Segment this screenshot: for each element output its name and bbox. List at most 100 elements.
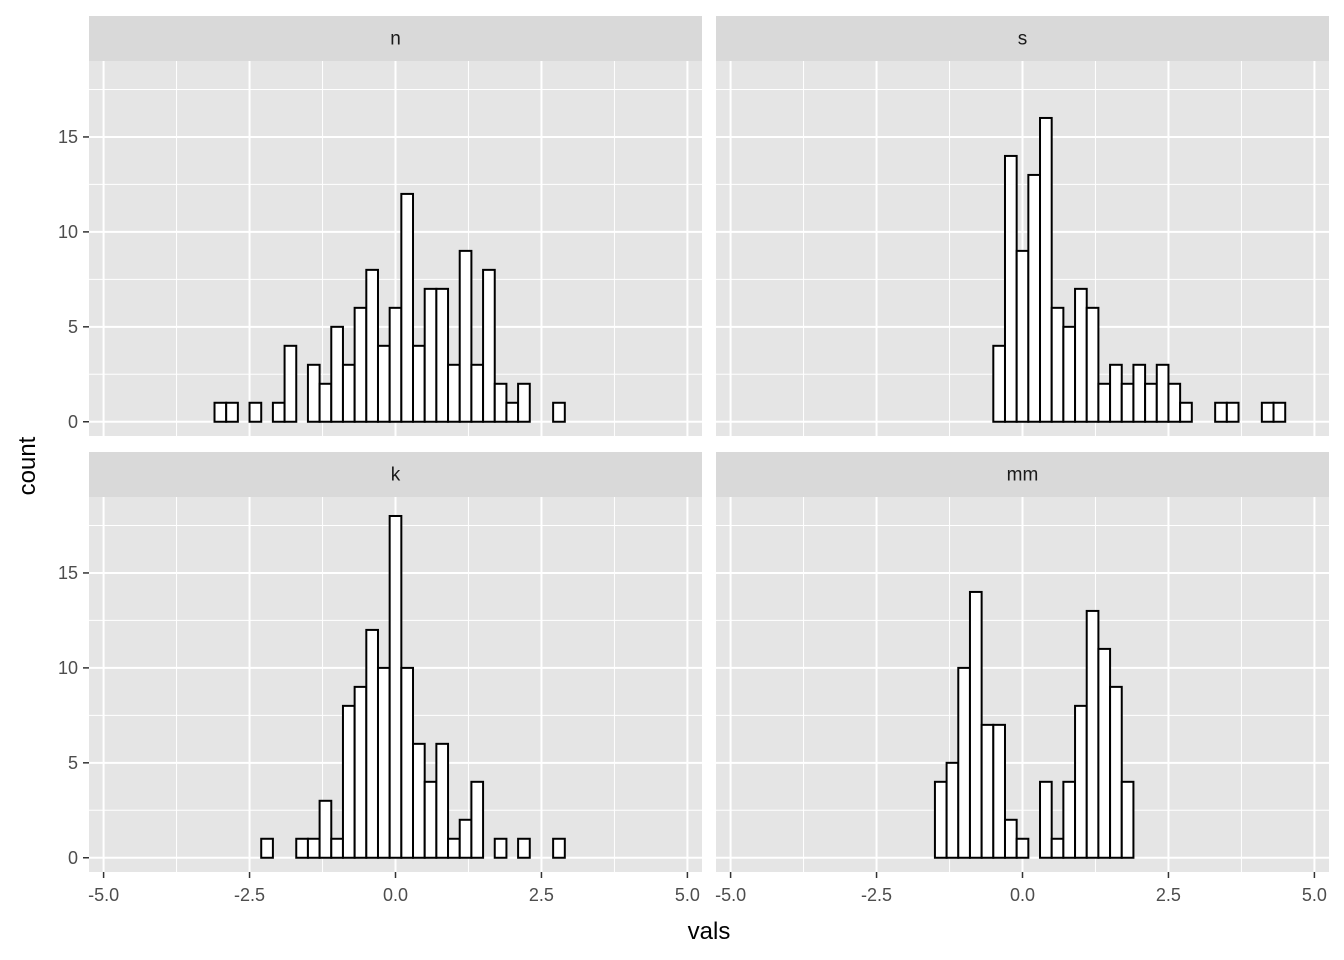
histogram-bar: [248, 401, 263, 423]
histogram-bar: [458, 818, 473, 859]
y-tick-label: 10: [58, 222, 78, 242]
histogram-bar: [1179, 401, 1193, 423]
histogram-bar: [1050, 837, 1065, 859]
x-tick-label: 5.0: [675, 885, 700, 905]
histogram-bar: [1015, 249, 1030, 423]
histogram-bar: [341, 363, 356, 423]
histogram-bar: [1015, 837, 1030, 859]
x-tick-label: 2.5: [1156, 885, 1181, 905]
y-tick-label: 5: [68, 317, 78, 337]
histogram-bar: [447, 837, 461, 859]
histogram-bar: [423, 780, 438, 859]
histogram-bar: [295, 837, 309, 859]
x-axis-title: vals: [688, 918, 731, 945]
histogram-bar: [1167, 382, 1182, 423]
facet-strip: [716, 452, 1329, 497]
histogram-bar: [318, 799, 333, 859]
histogram-bar: [1074, 287, 1088, 423]
y-tick-label: 0: [68, 848, 78, 868]
histogram-bar: [1132, 363, 1147, 423]
histogram-bar: [1120, 780, 1135, 859]
histogram-bar: [1003, 818, 1018, 859]
histogram-bar: [423, 287, 438, 423]
histogram-bar: [493, 837, 508, 859]
histogram-bar: [412, 742, 426, 859]
histogram-bar: [447, 363, 461, 423]
histogram-bar: [341, 704, 356, 859]
histogram-bar: [517, 382, 531, 423]
histogram-bar: [435, 742, 450, 859]
histogram-bar: [980, 723, 995, 859]
histogram-bar: [1039, 780, 1053, 859]
histogram-bar: [412, 344, 426, 423]
histogram-bar: [283, 344, 298, 423]
histogram-bar: [1272, 401, 1287, 423]
histogram-bar: [458, 249, 473, 423]
x-tick-label: -5.0: [715, 885, 746, 905]
histogram-bar: [365, 268, 379, 423]
histogram-bar: [1155, 363, 1170, 423]
y-tick-label: 5: [68, 753, 78, 773]
histogram-bar: [1109, 363, 1123, 423]
histogram-bar: [306, 363, 321, 423]
x-tick-label: -5.0: [88, 885, 119, 905]
histogram-bar: [945, 761, 960, 859]
histogram-bar: [318, 382, 333, 423]
y-tick-label: 0: [68, 412, 78, 432]
histogram-bar: [505, 401, 520, 423]
histogram-bar: [1074, 704, 1088, 859]
facet-strip: [716, 16, 1329, 61]
histogram-bar: [1039, 116, 1053, 423]
histogram-bar: [225, 401, 239, 423]
histogram-bar: [517, 837, 531, 859]
histogram-bar: [470, 363, 485, 423]
facet-strip: [89, 16, 702, 61]
histogram-bar: [376, 344, 391, 423]
histogram-bar: [271, 401, 286, 423]
histogram-bar: [213, 401, 228, 423]
facet-panel-n: n 0 5 10 15: [58, 16, 702, 436]
facet-strip-label: k: [391, 465, 401, 486]
histogram-bar: [1027, 173, 1042, 423]
x-tick-label: -2.5: [861, 885, 892, 905]
histogram-bar: [1003, 154, 1018, 423]
histogram-bar: [1062, 780, 1077, 859]
histogram-bar: [1225, 401, 1240, 423]
histogram-bar: [1214, 401, 1228, 423]
histogram-bar: [400, 666, 415, 859]
histogram-bar: [968, 590, 983, 859]
histogram-bar: [260, 837, 274, 859]
histogram-bar: [992, 344, 1006, 423]
y-tick-label: 10: [58, 658, 78, 678]
histogram-bar: [552, 401, 566, 423]
histogram-bar: [933, 780, 948, 859]
histogram-bar: [493, 382, 508, 423]
histogram-bar: [435, 287, 450, 423]
histogram-bar: [306, 837, 321, 859]
facet-strip-label: n: [390, 29, 401, 50]
histogram-bar: [365, 628, 379, 859]
histogram-bar: [1085, 609, 1100, 859]
y-tick-label: 15: [58, 127, 78, 147]
histogram-bar: [1120, 382, 1135, 423]
histogram-bar: [1062, 325, 1077, 423]
histogram-bar: [353, 306, 368, 423]
histogram-bar: [957, 666, 971, 859]
y-axis-title: count: [14, 436, 41, 495]
x-tick-label: 0.0: [1010, 885, 1035, 905]
facet-panel-s: s: [716, 16, 1329, 436]
facet-strip-label: mm: [1007, 465, 1039, 486]
facet-strip-label: s: [1018, 29, 1028, 50]
histogram-bar: [1085, 306, 1100, 423]
facet-strip: [89, 452, 702, 497]
x-tick-label: 2.5: [529, 885, 554, 905]
histogram-bar: [330, 837, 344, 859]
facet-panel-mm: mm -5.0 -2.5 0.0 2.5 5.0: [715, 452, 1329, 905]
histogram-bar: [388, 514, 403, 859]
histogram-bar: [1097, 647, 1112, 859]
x-tick-label: 5.0: [1302, 885, 1327, 905]
histogram-bar: [482, 268, 496, 423]
histogram-bar: [400, 192, 415, 423]
